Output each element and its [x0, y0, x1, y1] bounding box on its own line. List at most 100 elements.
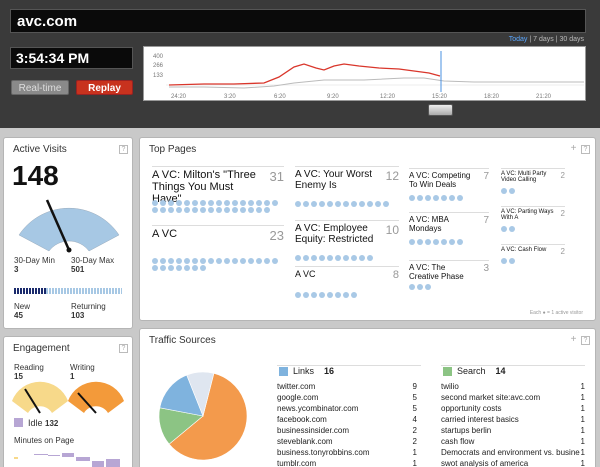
idle-label: Idle	[28, 418, 43, 428]
source-count: 1	[580, 448, 585, 457]
page-title: A VC: Multi Party Video Calling	[501, 171, 547, 183]
range-selector: Today | 7 days | 30 days	[509, 36, 584, 43]
list-item[interactable]: A VC: The Creative Phase 3	[409, 260, 489, 292]
page-title: A VC: Cash Flow	[501, 247, 547, 253]
new-value: 45	[14, 311, 23, 320]
add-icon[interactable]: +	[570, 143, 577, 154]
list-item[interactable]: A VC 8	[295, 266, 399, 300]
page-count: 3	[483, 263, 489, 274]
list-item[interactable]: opportunity costs 1	[441, 404, 585, 415]
help-icon[interactable]: ?	[119, 145, 128, 154]
list-item[interactable]: cash flow 1	[441, 437, 585, 448]
active-visits-gauge	[18, 199, 120, 253]
source-name: business.tonyrobbins.com	[277, 448, 370, 457]
site-title: avc.com	[10, 9, 586, 33]
range-7-days[interactable]: 7 days	[533, 36, 554, 43]
realtime-button[interactable]: Real-time	[11, 80, 69, 95]
list-item[interactable]: second market site:avc.com 1	[441, 393, 585, 404]
page-count: 7	[483, 215, 489, 226]
list-item[interactable]: A VC 23	[152, 225, 284, 275]
panel-title: Traffic Sources	[149, 335, 216, 346]
reading-label: Reading	[14, 363, 44, 372]
help-icon[interactable]: ?	[119, 344, 128, 353]
x-tick: 12:20	[380, 94, 396, 100]
x-tick: 9:20	[327, 94, 339, 100]
writing-label: Writing	[70, 363, 95, 372]
clock: 3:54:34 PM	[10, 47, 133, 69]
y-tick: 400	[153, 54, 164, 60]
visitor-dots	[152, 258, 282, 272]
help-icon[interactable]: ?	[581, 336, 590, 345]
range-sep: |	[555, 36, 558, 43]
list-item[interactable]: twitter.com 9	[277, 382, 417, 393]
page-count: 8	[392, 269, 399, 281]
list-item[interactable]: A VC: Competing To Win Deals 7	[409, 168, 489, 206]
list-item[interactable]: google.com 5	[277, 393, 417, 404]
list-item[interactable]: business.tonyrobbins.com 1	[277, 448, 417, 459]
source-name: facebook.com	[277, 415, 327, 424]
list-item[interactable]: startups berlin 1	[441, 426, 585, 437]
timeline-chart[interactable]: 400 266 133 24:20 3:20 6:20 9:20 12:20 1…	[143, 46, 586, 101]
timeline-scroll-handle[interactable]	[428, 104, 453, 116]
min-value: 3	[14, 265, 19, 274]
source-count: 1	[580, 393, 585, 402]
visitor-dots	[409, 283, 433, 292]
gauge-needle	[45, 199, 71, 251]
pie-slice	[159, 374, 204, 417]
list-item[interactable]: news.ycombinator.com 5	[277, 404, 417, 415]
source-name: carried interest basics	[441, 415, 519, 424]
source-count: 4	[412, 415, 417, 424]
x-tick: 6:20	[274, 94, 286, 100]
new-bar-fill	[14, 288, 46, 294]
new-returning-bar	[14, 288, 122, 294]
source-count: 1	[580, 415, 585, 424]
list-item[interactable]: businessinsider.com 2	[277, 426, 417, 437]
returning-label: Returning	[71, 302, 106, 311]
page-count: 31	[269, 169, 284, 184]
y-tick: 133	[153, 73, 164, 79]
list-item[interactable]: A VC: MBA Mondays 7	[409, 212, 489, 250]
list-item[interactable]: A VC: Employee Equity: Restricted 10	[295, 220, 399, 270]
visitor-dots	[501, 258, 517, 266]
links-swatch	[279, 367, 288, 376]
list-item[interactable]: facebook.com 4	[277, 415, 417, 426]
source-count: 5	[412, 404, 417, 413]
list-item[interactable]: A VC: Multi Party Video Calling 2	[501, 168, 565, 198]
y-tick: 266	[153, 63, 164, 69]
list-item[interactable]: A VC: Parting Ways With A 2	[501, 206, 565, 236]
links-count: 16	[324, 366, 335, 376]
page-title: A VC	[295, 269, 316, 279]
list-item[interactable]: A VC: Cash Flow 2	[501, 244, 565, 268]
page-title: A VC: Milton's "Three Things You Must Ha…	[152, 169, 256, 205]
list-item[interactable]: swot analysis of america 1	[441, 459, 585, 467]
source-count: 2	[412, 426, 417, 435]
list-item[interactable]: twilio 1	[441, 382, 585, 393]
list-item[interactable]: tumblr.com 1	[277, 459, 417, 467]
source-name: cash flow	[441, 437, 475, 446]
page-count: 2	[560, 209, 565, 218]
source-name: Democrats and environment vs. busine	[441, 448, 580, 457]
list-item[interactable]: A VC: Your Worst Enemy Is 12	[295, 166, 399, 216]
list-item[interactable]: A VC: Milton's "Three Things You Must Ha…	[152, 166, 284, 216]
source-count: 1	[580, 459, 585, 467]
active-visits-panel: Active Visits ? 148 30-Day Min 3 30-Day …	[3, 137, 133, 329]
source-count: 1	[580, 404, 585, 413]
range-30-days[interactable]: 30 days	[559, 36, 584, 43]
page-title: A VC: MBA Mondays	[409, 215, 449, 233]
source-count: 9	[412, 382, 417, 391]
source-name: opportunity costs	[441, 404, 502, 413]
new-label: New	[14, 302, 31, 311]
list-item[interactable]: steveblank.com 2	[277, 437, 417, 448]
source-name: startups berlin	[441, 426, 492, 435]
list-item[interactable]: Democrats and environment vs. busine 1	[441, 448, 585, 459]
replay-button[interactable]: Replay	[76, 80, 133, 95]
source-name: second market site:avc.com	[441, 393, 541, 402]
add-icon[interactable]: +	[570, 334, 577, 345]
help-icon[interactable]: ?	[581, 145, 590, 154]
max-label: 30-Day Max	[71, 256, 115, 265]
source-name: twilio	[441, 382, 459, 391]
range-today[interactable]: Today	[508, 36, 528, 43]
list-item[interactable]: carried interest basics 1	[441, 415, 585, 426]
source-count: 1	[412, 459, 417, 467]
page-count: 12	[385, 169, 399, 183]
